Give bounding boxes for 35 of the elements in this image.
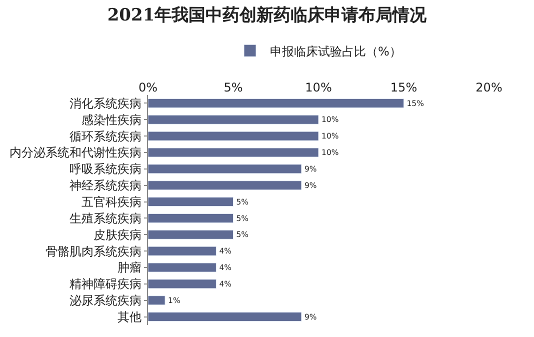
bar xyxy=(148,279,216,289)
bar xyxy=(148,148,319,158)
y-tick-label: 神经系统疾病 xyxy=(70,178,142,193)
y-tick-label: 其他 xyxy=(118,310,142,324)
bar xyxy=(148,230,234,240)
bar xyxy=(148,180,302,190)
x-tick-label: 5% xyxy=(224,80,243,95)
y-tick-label: 肿瘤 xyxy=(118,260,142,275)
bar xyxy=(148,197,234,207)
x-tick-label: 0% xyxy=(138,80,158,95)
legend-label: 申报临床试验占比（%） xyxy=(270,44,402,58)
y-tick-label: 循环系统疾病 xyxy=(70,129,142,144)
y-tick-label: 内分泌系统和代谢性疾病 xyxy=(10,146,142,160)
bar xyxy=(148,131,319,141)
y-tick-label: 消化系统疾病 xyxy=(70,96,142,110)
x-tick-label: 20% xyxy=(476,80,502,95)
y-tick-label: 精神障碍疾病 xyxy=(70,277,142,292)
y-tick-label: 呼吸系统疾病 xyxy=(70,162,142,176)
x-tick-label: 15% xyxy=(390,80,418,95)
chart-title: 2021年我国中药创新药临床申请布局情况 xyxy=(107,5,428,26)
x-tick-label: 10% xyxy=(305,80,332,95)
bar xyxy=(148,213,234,223)
bar xyxy=(148,164,302,174)
y-tick-label: 泌尿系统疾病 xyxy=(70,294,142,308)
bar xyxy=(148,246,216,256)
bar xyxy=(148,312,302,322)
y-tick-label: 五官科疾病 xyxy=(82,194,142,209)
bar xyxy=(148,114,319,124)
bar xyxy=(148,262,216,272)
y-tick-label: 感染性疾病 xyxy=(82,112,142,127)
y-tick-label: 生殖系统疾病 xyxy=(70,211,142,226)
y-tick-label: 皮肤疾病 xyxy=(94,228,142,242)
bar xyxy=(148,98,404,108)
bar xyxy=(148,296,166,306)
y-tick-label: 骨骼肌肉系统疾病 xyxy=(46,244,142,258)
